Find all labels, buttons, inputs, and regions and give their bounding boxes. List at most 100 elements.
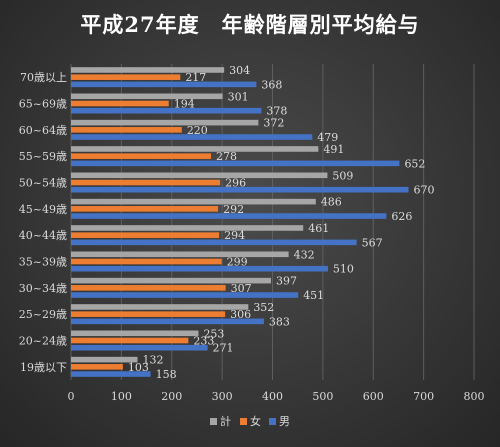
bar-計 xyxy=(71,172,328,179)
data-label: 158 xyxy=(156,368,177,381)
bar-女 xyxy=(71,258,222,265)
bar-計 xyxy=(71,304,249,310)
bar-計 xyxy=(71,198,316,205)
bar-女 xyxy=(71,153,212,159)
data-label: 567 xyxy=(362,236,383,249)
bar-女 xyxy=(71,337,189,344)
bar-男 xyxy=(71,160,400,167)
bar-男 xyxy=(71,186,409,193)
data-label: 132 xyxy=(142,354,163,367)
bar-計 xyxy=(71,93,223,100)
data-label: 304 xyxy=(229,64,250,77)
bar-男 xyxy=(71,81,257,88)
data-label: 378 xyxy=(266,105,287,118)
data-label: 253 xyxy=(203,327,224,340)
bar-計 xyxy=(71,251,289,258)
bar-男 xyxy=(71,213,387,219)
data-label: 294 xyxy=(224,229,245,242)
data-label: 509 xyxy=(332,169,353,182)
data-label: 217 xyxy=(185,71,206,84)
x-tick-label: 700 xyxy=(413,390,434,403)
bar-計 xyxy=(71,356,138,363)
legend-label: 計 xyxy=(220,414,231,428)
category-label: 40~44歳 xyxy=(19,229,67,242)
data-label: 299 xyxy=(227,256,248,269)
x-tick-label: 500 xyxy=(312,390,333,403)
data-label: 301 xyxy=(228,90,249,103)
data-label: 352 xyxy=(253,301,274,314)
bar-女 xyxy=(71,232,220,238)
bar-計 xyxy=(71,277,271,284)
data-label: 368 xyxy=(261,78,282,91)
bar-女 xyxy=(71,206,219,212)
data-label: 372 xyxy=(263,117,284,130)
data-label: 461 xyxy=(308,222,329,235)
data-label: 670 xyxy=(414,184,435,197)
legend-label: 女 xyxy=(250,414,261,428)
bar-女 xyxy=(71,74,181,80)
bar-女 xyxy=(71,285,226,291)
data-label: 271 xyxy=(213,342,234,355)
bar-計 xyxy=(71,119,259,126)
data-label: 233 xyxy=(193,335,214,348)
bar-男 xyxy=(71,318,264,325)
data-label: 451 xyxy=(303,289,324,302)
data-label: 194 xyxy=(174,98,195,111)
data-label: 296 xyxy=(225,177,246,190)
bar-男 xyxy=(71,265,328,272)
data-label: 307 xyxy=(231,282,252,295)
category-label: 60~64歳 xyxy=(19,124,67,137)
data-label: 652 xyxy=(404,157,425,170)
bar-計 xyxy=(71,225,304,231)
category-label: 19歳以下 xyxy=(20,361,67,374)
x-tick-label: 200 xyxy=(161,390,182,403)
bar-女 xyxy=(71,127,182,133)
data-label: 479 xyxy=(317,131,338,144)
category-label: 45~49歳 xyxy=(19,203,67,216)
bar-男 xyxy=(71,292,299,298)
data-label: 491 xyxy=(323,143,344,156)
category-label: 50~54歳 xyxy=(19,177,67,190)
x-tick-label: 600 xyxy=(363,390,384,403)
category-label: 55~59歳 xyxy=(19,150,67,163)
data-label: 292 xyxy=(223,203,244,216)
category-label: 35~39歳 xyxy=(19,256,67,269)
bar-計 xyxy=(71,67,225,73)
data-label: 626 xyxy=(391,210,412,223)
legend-swatch-計 xyxy=(210,418,217,425)
category-label: 20~24歳 xyxy=(19,335,67,348)
bar-男 xyxy=(71,371,151,377)
x-tick-label: 100 xyxy=(111,390,132,403)
category-label: 25~29歳 xyxy=(19,308,67,321)
bar-男 xyxy=(71,134,313,140)
data-label: 220 xyxy=(187,124,208,137)
bar-女 xyxy=(71,364,123,370)
data-label: 306 xyxy=(230,308,251,321)
bar-男 xyxy=(71,239,357,246)
bar-女 xyxy=(71,179,221,186)
data-label: 510 xyxy=(333,263,354,276)
data-label: 383 xyxy=(269,315,290,328)
x-tick-label: 400 xyxy=(262,390,283,403)
bar-女 xyxy=(71,311,226,317)
data-label: 278 xyxy=(216,150,237,163)
data-label: 432 xyxy=(294,248,315,261)
bar-女 xyxy=(71,100,169,107)
x-tick-label: 300 xyxy=(212,390,233,403)
data-label: 397 xyxy=(276,275,297,288)
bar-計 xyxy=(71,330,199,337)
category-label: 70歳以上 xyxy=(20,71,67,84)
data-label: 103 xyxy=(128,361,149,374)
data-label: 486 xyxy=(321,196,342,209)
category-label: 65~69歳 xyxy=(19,98,67,111)
x-tick-label: 0 xyxy=(68,390,75,403)
bar-計 xyxy=(71,146,319,152)
legend-swatch-女 xyxy=(240,418,247,425)
category-label: 30~34歳 xyxy=(19,282,67,295)
legend-swatch-男 xyxy=(269,418,276,425)
bar-男 xyxy=(71,107,262,114)
legend-label: 男 xyxy=(279,415,290,428)
chart-title: 平成27年度 年齢階層別平均給与 xyxy=(80,12,420,37)
